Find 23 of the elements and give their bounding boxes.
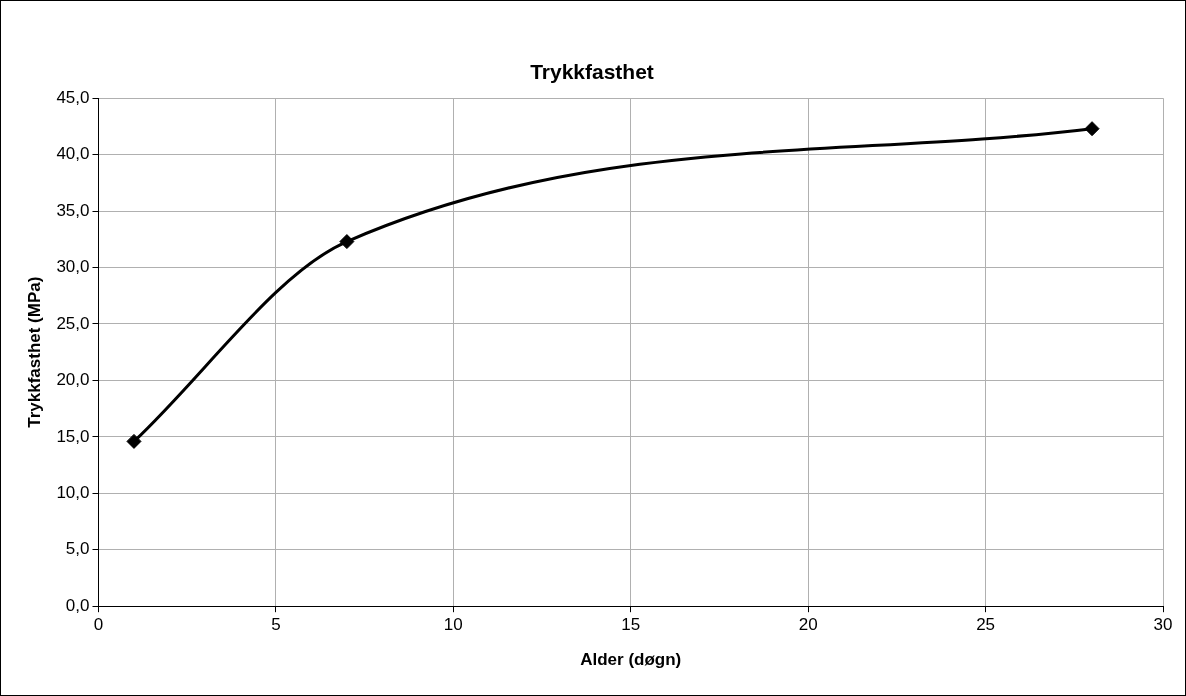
y-tick-label: 30,0	[56, 257, 90, 277]
x-tick-label: 30	[1153, 615, 1173, 635]
y-tick-label: 35,0	[56, 200, 90, 220]
x-tick-label: 10	[443, 615, 463, 635]
y-tick-label: 0,0	[65, 595, 90, 615]
y-axis-title: Trykkfasthet (MPa)	[24, 276, 44, 428]
x-tick-label: 15	[621, 615, 641, 635]
y-tick-label: 40,0	[56, 144, 90, 164]
point	[339, 234, 355, 250]
y-tick-label: 25,0	[56, 313, 90, 333]
point	[1084, 121, 1100, 137]
y-tick-label: 45,0	[56, 87, 90, 107]
chart-title: Trykkfasthet	[530, 60, 654, 84]
x-tick-label: 25	[976, 615, 996, 635]
x-tick-label: 5	[271, 615, 281, 635]
y-tick-label: 10,0	[56, 483, 90, 502]
x-axis-title: Alder (døgn)	[580, 650, 682, 670]
y-tick-label: 20,0	[56, 370, 90, 390]
x-tick-label: 20	[798, 615, 818, 635]
y-tick-label: 5,0	[65, 539, 90, 559]
point	[126, 433, 142, 449]
x-tick-label: 0	[93, 615, 104, 635]
y-tick-label: 15,0	[56, 426, 90, 446]
